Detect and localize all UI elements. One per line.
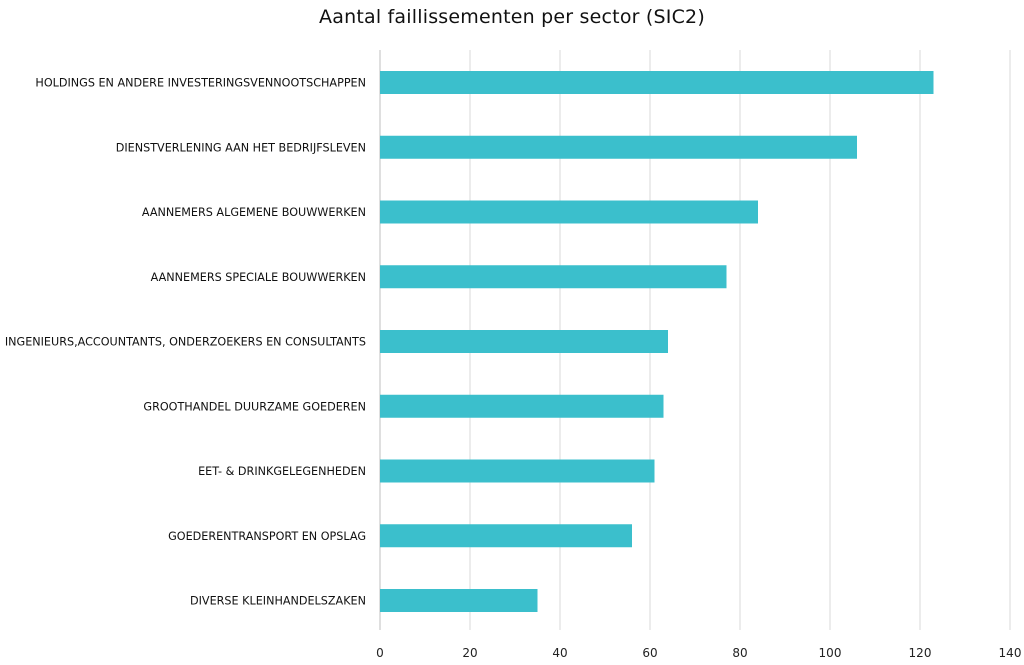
x-tick-label: 20 [462,646,477,660]
x-tick-labels: 0 20 40 60 80 100 120 140 [376,646,1021,660]
bar [380,330,668,353]
x-tick-label: 120 [909,646,932,660]
category-label: AANNEMERS ALGEMENE BOUWWERKEN [142,206,366,219]
category-label: EET- & DRINKGELEGENHEDEN [198,465,366,478]
bars [380,71,934,612]
chart-title: Aantal faillissementen per sector (SIC2) [319,6,705,28]
x-tick-label: 40 [552,646,567,660]
bar [380,135,857,159]
bar [380,394,664,418]
x-tick-label: 60 [642,646,657,660]
x-tick-label: 0 [376,646,384,660]
bar [380,71,934,94]
category-labels: HOLDINGS EN ANDERE INVESTERINGSVENNOOTSC… [5,77,366,608]
x-tick-label: 80 [732,646,747,660]
x-tick-label: 100 [819,646,842,660]
category-label: AANNEMERS SPECIALE BOUWWERKEN [151,271,366,284]
bar [380,589,538,612]
bar [380,265,727,289]
category-label: DIVERSE KLEINHANDELSZAKEN [190,595,366,608]
category-label: GROOTHANDEL DUURZAME GOEDEREN [143,400,366,413]
bar [380,200,758,224]
category-label: INGENIEURS,ACCOUNTANTS, ONDERZOEKERS EN … [5,336,366,349]
bar [380,459,655,483]
category-label: GOEDERENTRANSPORT EN OPSLAG [168,530,366,543]
category-label: HOLDINGS EN ANDERE INVESTERINGSVENNOOTSC… [35,77,366,90]
bar [380,524,632,548]
x-tick-label: 140 [999,646,1022,660]
category-label: DIENSTVERLENING AAN HET BEDRIJFSLEVEN [116,141,366,154]
